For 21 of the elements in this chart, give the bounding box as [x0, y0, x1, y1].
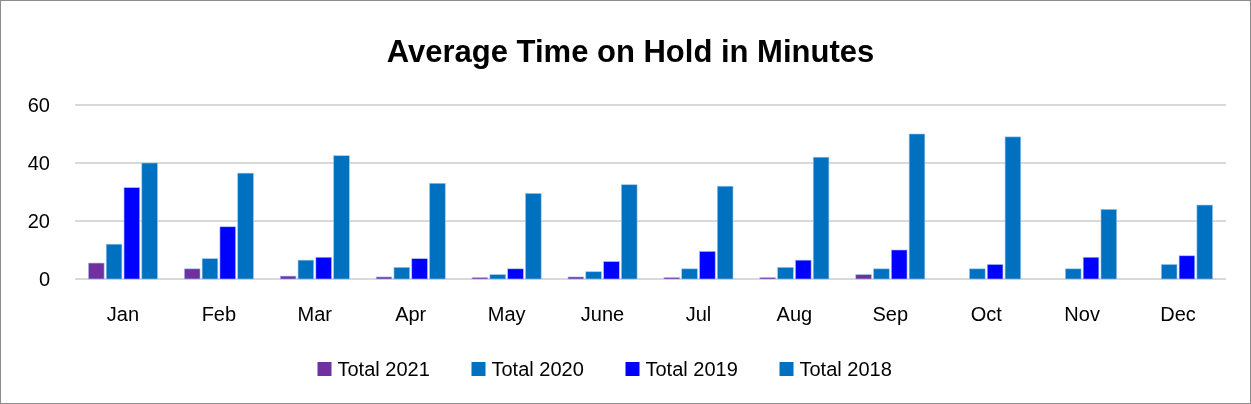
legend-label: Total 2021 — [337, 358, 430, 380]
y-tick-label: 0 — [38, 268, 50, 290]
x-tick-label: May — [487, 303, 526, 325]
x-tick-label: Nov — [1064, 303, 1100, 325]
legend-label: Total 2020 — [491, 358, 584, 380]
x-tick-label: Apr — [395, 303, 427, 325]
x-tick-label: Mar — [297, 303, 333, 325]
y-tick-label: 60 — [27, 94, 50, 116]
x-tick-label: Dec — [1160, 303, 1196, 325]
y-tick-label: 20 — [27, 210, 50, 232]
legend-label: Total 2018 — [799, 358, 892, 380]
y-tick-label: 40 — [27, 152, 50, 174]
legend-label: Total 2019 — [645, 358, 738, 380]
chart-title: Average Time on Hold in Minutes — [386, 34, 875, 69]
x-tick-label: Oct — [970, 303, 1003, 325]
x-tick-label: Aug — [776, 303, 813, 325]
x-tick-label: Jul — [685, 303, 712, 325]
x-tick-label: Jan — [106, 303, 140, 325]
x-tick-label: June — [580, 303, 625, 325]
x-tick-label: Sep — [872, 303, 909, 325]
x-tick-label: Feb — [201, 303, 237, 325]
